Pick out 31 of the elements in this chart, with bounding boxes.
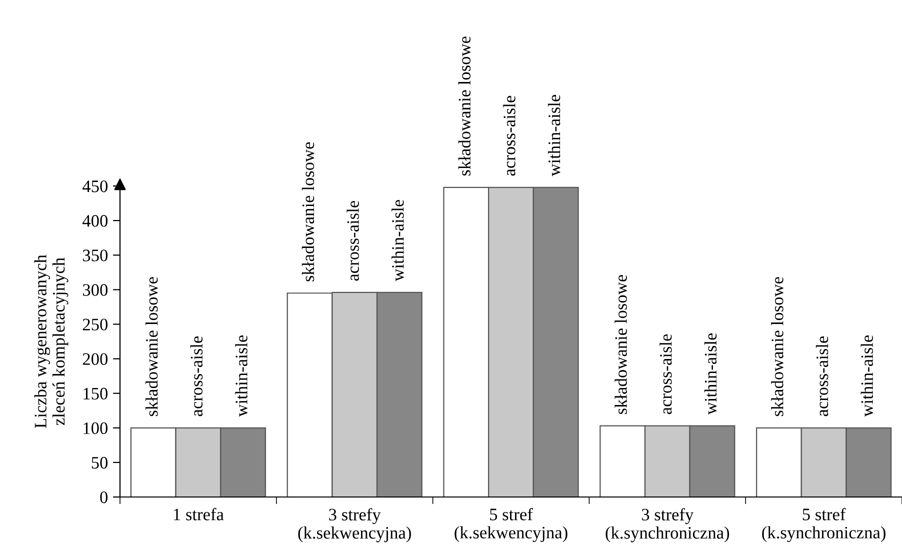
x-tick-label: 3 strefy (k.sekwencyjna) (298, 508, 411, 542)
text: składowanie losowe (458, 36, 471, 176)
text: across-aisle (503, 96, 516, 176)
y-tick-label: 150 (84, 388, 108, 400)
y-tick-label: 50 (92, 456, 108, 469)
text: within-aisle (704, 333, 717, 415)
text: within-aisle (392, 200, 404, 282)
y-tick-label: 100 (84, 422, 108, 434)
y-tick-label: 400 (82, 215, 108, 227)
y-tick-label: 0 (100, 491, 108, 504)
y-tick-label: 250 (82, 318, 108, 330)
text: across-aisle (190, 336, 203, 416)
text: składowanie losowe (302, 142, 314, 282)
x-tick-label: 5 stref (k.sekwencyjna) (454, 508, 568, 542)
y-tick-label: 350 (82, 250, 108, 262)
text: within-aisle (235, 335, 248, 417)
text: across-aisle (816, 336, 828, 416)
text: składowanie losowe (614, 275, 627, 414)
text: across-aisle (346, 200, 359, 281)
x-tick-label: 5 stref (k.synchroniczna) (762, 508, 886, 542)
y-tick-label: 450 (82, 180, 108, 192)
text: across-aisle (660, 334, 672, 414)
y-axis-title: Liczba wygenerowanych zleceń kompletacyjnych (34, 254, 68, 428)
text: within-aisle (860, 335, 873, 417)
x-tick-label: 3 strefy (k.synchroniczna) (606, 508, 730, 542)
x-tick-label: 1 strefa (174, 508, 224, 520)
y-tick-label: 300 (82, 284, 108, 296)
text: składowanie losowe (771, 277, 784, 416)
text: składowanie losowe (145, 277, 158, 416)
text: within-aisle (548, 94, 560, 176)
y-tick-label: 200 (82, 353, 108, 365)
